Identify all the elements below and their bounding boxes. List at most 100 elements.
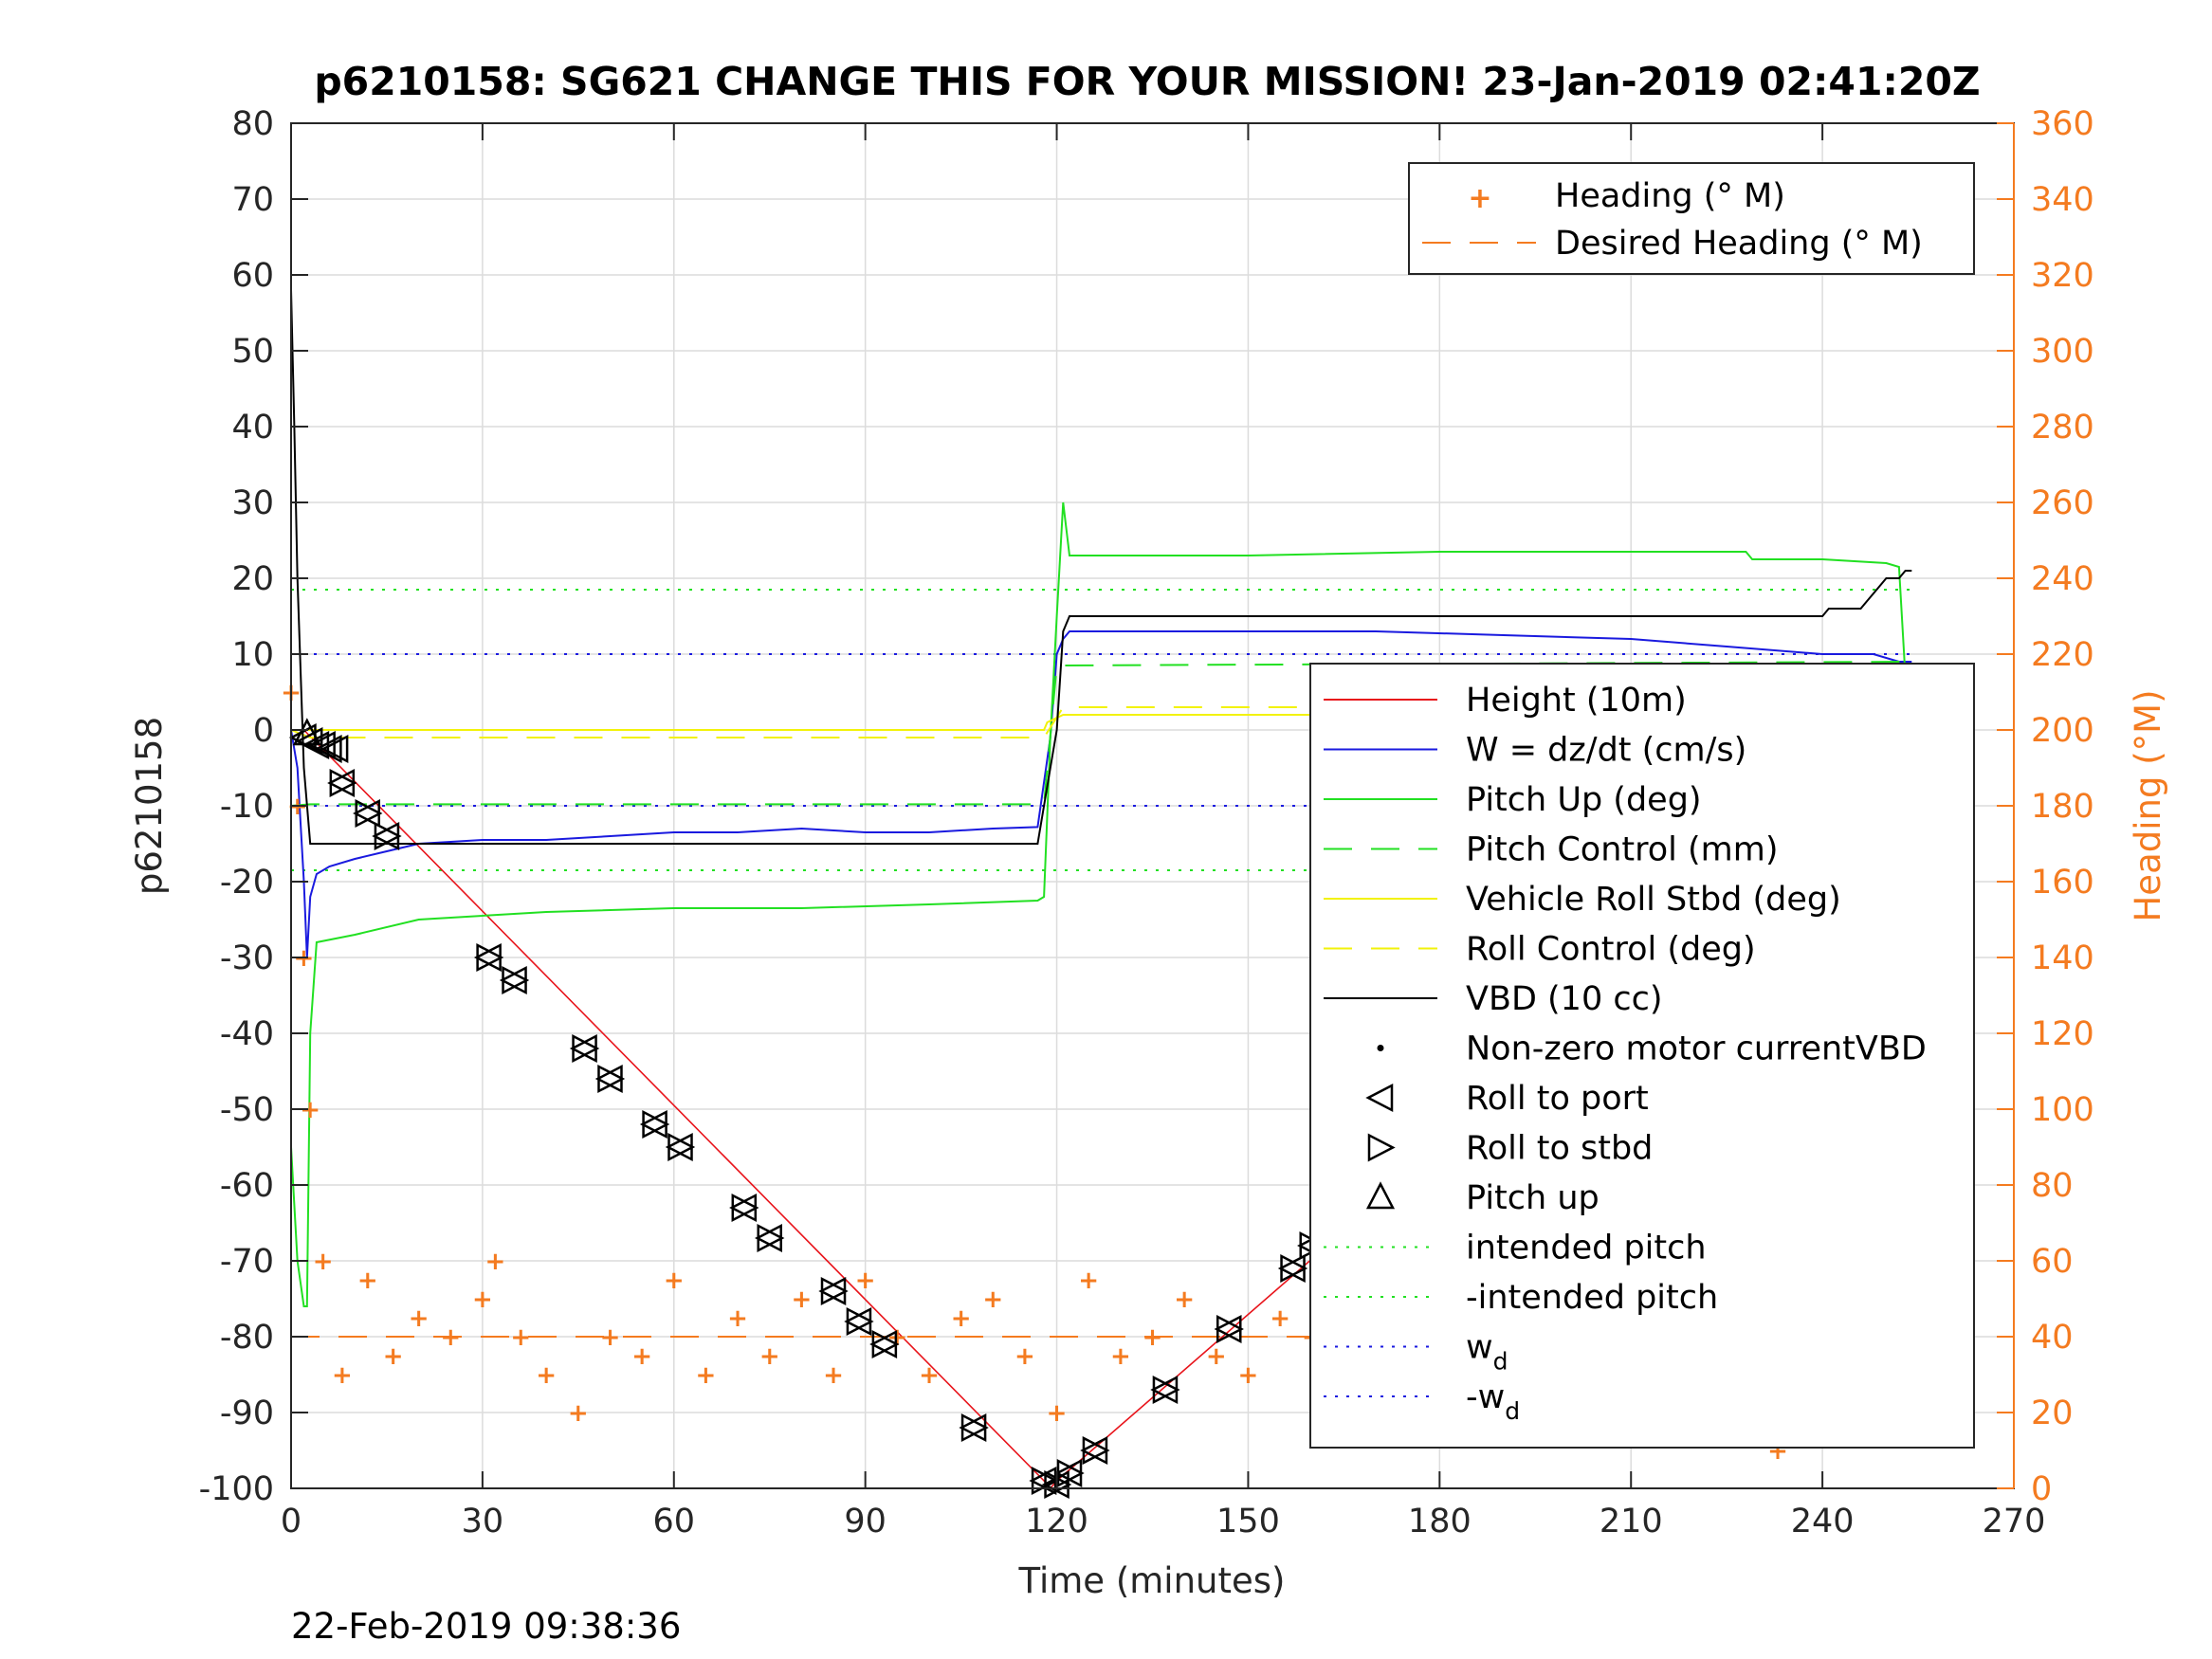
heading-point: + [759, 1342, 780, 1371]
y-tick-label: -100 [199, 1470, 274, 1508]
x-tick-label: 240 [1791, 1503, 1855, 1540]
legend-label: -intended pitch [1466, 1279, 1718, 1317]
heading-point: + [919, 1361, 940, 1390]
legend-dot-motor-current [1377, 1045, 1384, 1051]
x-axis-ticks: 0 30 60 90 120 150 180 210 240 270 [281, 123, 2046, 1540]
y-tick-label: -40 [220, 1015, 274, 1053]
roll-to-stbd-marker [667, 1132, 696, 1162]
heading-point: + [440, 1323, 461, 1352]
roll-to-port-marker [1054, 1458, 1083, 1488]
roll-to-stbd-marker [642, 1109, 670, 1139]
heading-point: + [1143, 1323, 1163, 1352]
roll-to-port-marker [353, 798, 381, 829]
reference-lines [291, 589, 1912, 871]
y2-tick-label: 80 [2031, 1167, 2074, 1205]
roll-to-port-marker [372, 821, 400, 851]
heading-point: + [887, 1323, 907, 1352]
legend-desired-heading-label: Desired Heading (° M) [1555, 225, 1923, 263]
pitch-up-marker [292, 718, 321, 746]
heading-point: + [510, 1323, 531, 1352]
legend-label: intended pitch [1466, 1230, 1707, 1267]
chart-title: p6210158: SG621 CHANGE THIS FOR YOUR MIS… [314, 59, 1980, 104]
heading-point: + [409, 1304, 430, 1333]
roll-to-stbd-marker [597, 1064, 626, 1094]
legend-label-subscript: d [1493, 1348, 1508, 1376]
y-tick-label: 40 [231, 409, 274, 447]
roll-to-port-marker [1214, 1314, 1242, 1344]
series-line [290, 289, 1912, 845]
heading-point: + [600, 1323, 621, 1352]
y2-tick-label: 180 [2031, 788, 2094, 826]
roll-to-port-marker [665, 1132, 693, 1162]
y-tick-label: 10 [231, 636, 274, 674]
heading-point: + [823, 1361, 844, 1390]
heading-point: + [568, 1399, 589, 1428]
series-line [290, 706, 1912, 738]
x-tick-label: 90 [844, 1503, 887, 1540]
y-tick-label: -50 [220, 1091, 274, 1129]
legend-heading-icon: + [1468, 182, 1491, 215]
heading-point: + [383, 1342, 404, 1371]
y-tick-label: 70 [231, 181, 274, 219]
heading-point: + [472, 1285, 493, 1314]
y2-axis-ticks: 0 20 40 60 80 100 120 140 160 180 200 220 240 260 280 3… [1997, 105, 2094, 1508]
heading-point: + [536, 1361, 557, 1390]
y-tick-label: -10 [220, 788, 274, 826]
y2-tick-label: 220 [2031, 636, 2094, 674]
legend-label: Non-zero motor currentVBD [1466, 1030, 1927, 1068]
roll-to-port-marker [1080, 1435, 1108, 1466]
roll-to-stbd-marker [374, 821, 402, 851]
heading-point: + [1047, 1399, 1068, 1428]
heading-point: + [1238, 1361, 1259, 1390]
y-tick-label: -60 [220, 1167, 274, 1205]
y2-tick-label: 360 [2031, 105, 2094, 143]
y-tick-label: -80 [220, 1319, 274, 1357]
x-axis-label: Time (minutes) [1018, 1560, 1286, 1601]
roll-to-port-marker [569, 1033, 597, 1064]
y2-tick-label: 160 [2031, 864, 2094, 902]
x-tick-label: 60 [653, 1503, 696, 1540]
heading-point: + [1206, 1342, 1227, 1371]
x-tick-label: 120 [1025, 1503, 1088, 1540]
legend-roll-port-marker [1365, 1083, 1394, 1113]
heading-point: + [982, 1285, 1003, 1314]
y2-axis-label: Heading (°M) [2128, 689, 2168, 921]
heading-point: + [1015, 1342, 1035, 1371]
roll-to-port-marker [639, 1109, 667, 1139]
legend-label: Height (10m) [1466, 682, 1687, 720]
legend-label: Roll to stbd [1466, 1130, 1653, 1168]
roll-to-stbd-marker [502, 965, 530, 995]
y-tick-label: 80 [231, 105, 274, 143]
roll-to-stbd-marker [731, 1193, 759, 1223]
heading-point: + [332, 1361, 353, 1390]
roll-to-port-marker [959, 1413, 987, 1443]
heading-point: + [484, 1248, 505, 1276]
heading-point: + [664, 1267, 685, 1295]
y-tick-label: 60 [231, 257, 274, 295]
legend-label: Roll to port [1466, 1080, 1649, 1118]
roll-to-port-marker [844, 1306, 872, 1337]
series-line [290, 661, 1912, 807]
x-tick-label: 270 [1983, 1503, 2046, 1540]
footer-timestamp: 22-Feb-2019 09:38:36 [291, 1606, 681, 1647]
y2-tick-label: 300 [2031, 333, 2094, 371]
heading-point: + [1078, 1267, 1099, 1295]
y-tick-label: -30 [220, 939, 274, 977]
legend-label-subscript: d [1505, 1397, 1520, 1425]
roll-to-port-marker [499, 965, 527, 995]
x-tick-label: 180 [1408, 1503, 1472, 1540]
y-axis-ticks: -100-90-80-70-60-50-40-30-20-10010203040… [199, 105, 308, 1508]
heading-point: + [951, 1304, 972, 1333]
roll-to-port-marker [869, 1329, 898, 1359]
y2-tick-label: 60 [2031, 1243, 2074, 1281]
legend-main: Height (10m) W = dz/dt (cm/s) Pitch Up (de… [1309, 663, 1975, 1449]
x-tick-label: 30 [462, 1503, 504, 1540]
roll-to-port-marker [320, 734, 349, 764]
heading-point: + [855, 1267, 876, 1295]
y2-tick-label: 20 [2031, 1395, 2074, 1432]
series-line [290, 630, 1912, 958]
y2-tick-label: 240 [2031, 560, 2094, 598]
heading-point: + [727, 1304, 748, 1333]
y2-tick-label: 0 [2031, 1470, 2052, 1508]
heading-point: + [357, 1267, 378, 1295]
